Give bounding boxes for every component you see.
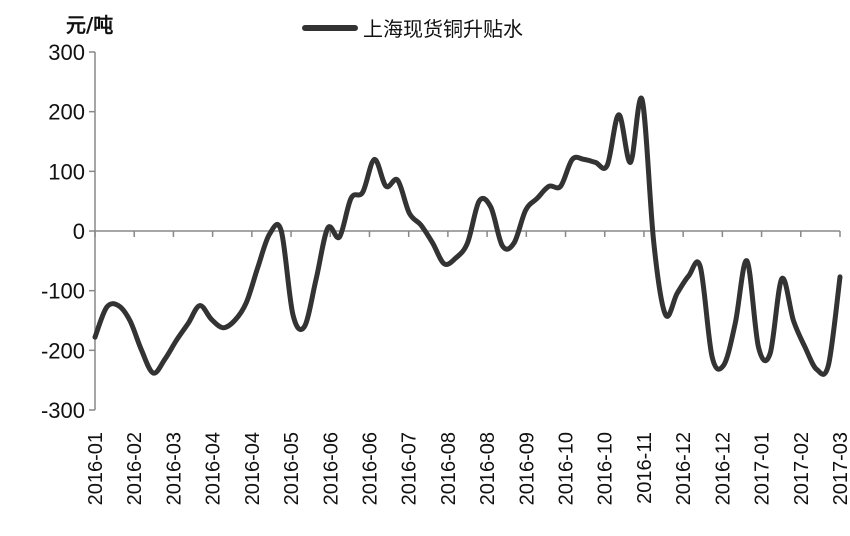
- y-tick-label: 300: [48, 40, 85, 65]
- x-tick-label: 2016-06: [320, 432, 342, 505]
- legend-label: 上海现货铜升贴水: [363, 17, 523, 41]
- x-tick-label: 2016-05: [281, 432, 303, 505]
- x-tick-label: 2016-03: [163, 432, 185, 505]
- x-tick-label: 2016-01: [85, 432, 107, 505]
- x-tick-label: 2016-06: [359, 432, 381, 505]
- x-tick-label: 2017-02: [791, 432, 813, 505]
- x-tick-label: 2016-08: [477, 432, 499, 505]
- x-tick-label: 2016-07: [399, 432, 421, 505]
- x-axis-ticks: 2016-01 2016-02 2016-03 2016-04 2016-04 2016-…: [85, 231, 850, 505]
- x-tick-label: 2016-11: [634, 432, 656, 504]
- x-tick-label: 2016-12: [673, 432, 695, 505]
- y-tick-label: 0: [73, 219, 85, 244]
- x-tick-label: 2016-10: [556, 432, 578, 505]
- x-tick-label: 2016-12: [712, 432, 734, 505]
- y-tick-label: -200: [41, 338, 85, 363]
- x-tick-label: 2017-03: [830, 432, 850, 505]
- y-tick-label: -100: [41, 279, 85, 304]
- y-tick-label: 100: [48, 159, 85, 184]
- x-tick-label: 2016-08: [438, 432, 460, 505]
- y-tick-label: 200: [48, 100, 85, 125]
- legend: 上海现货铜升贴水: [302, 17, 523, 41]
- x-tick-label: 2017-01: [752, 432, 774, 505]
- x-tick-label: 2016-02: [124, 432, 146, 505]
- x-tick-label: 2016-09: [516, 432, 538, 505]
- x-tick-label: 2016-10: [595, 432, 617, 505]
- y-axis-ticks: 300 200 100 0 -100 -200 -300: [41, 40, 95, 423]
- series-line: [92, 95, 843, 377]
- y-axis-unit-label: 元/吨: [66, 13, 113, 37]
- y-tick-label: -300: [41, 398, 85, 423]
- x-tick-label: 2016-04: [203, 432, 225, 505]
- x-tick-label: 2016-04: [242, 432, 264, 505]
